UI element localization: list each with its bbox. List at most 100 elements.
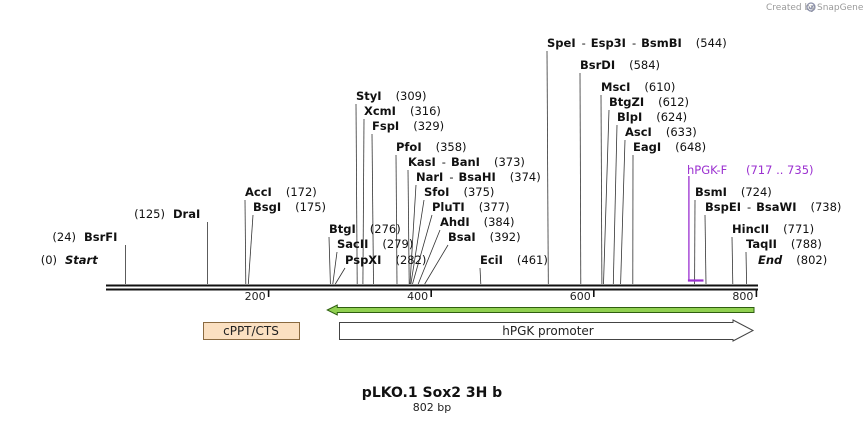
site-label-text: TaqII (788) <box>746 237 822 251</box>
site-bsmi[interactable]: BsmI (724) <box>695 185 772 199</box>
site-separator: - <box>442 155 446 169</box>
site-taqii[interactable]: TaqII (788) <box>746 237 822 251</box>
site-name: DraI <box>173 207 200 221</box>
primer-hpgk-f[interactable]: hPGK-F (717 .. 735) <box>687 163 814 282</box>
site-btgi[interactable]: BtgI (276) <box>329 222 401 236</box>
site-start[interactable]: (0) Start <box>41 253 99 267</box>
site-line-msci <box>600 94 603 285</box>
site-position: (724) <box>741 185 772 199</box>
site-position: (374) <box>510 170 541 184</box>
site-hincii[interactable]: HincII (771) <box>732 222 814 236</box>
tick-label: 200 <box>245 290 266 303</box>
site-position: (633) <box>666 125 697 139</box>
site-msci[interactable]: MscI (610) <box>601 80 675 94</box>
primer-name: hPGK-F <box>687 163 727 177</box>
site-label-text: AhdI (384) <box>440 215 515 229</box>
credit-brand: SnapGene <box>817 3 864 13</box>
site-position: (375) <box>463 185 494 199</box>
site-position: (612) <box>658 95 689 109</box>
site-name: SacII <box>337 237 368 251</box>
site-eagi[interactable]: EagI (648) <box>633 140 706 154</box>
site-position: (125) <box>134 207 165 221</box>
site-name: StyI <box>356 89 382 103</box>
site-kasi[interactable]: KasI - BanI (373) <box>408 155 525 169</box>
site-name: BtgI <box>329 222 356 236</box>
site-blpi[interactable]: BlpI (624) <box>617 110 687 124</box>
site-ahdi[interactable]: AhdI (384) <box>440 215 515 229</box>
site-line-ahdi <box>417 229 441 285</box>
map-length: 802 bp <box>413 401 451 414</box>
site-position: (384) <box>484 215 515 229</box>
site-line-taqii <box>745 251 747 285</box>
site-pfoi[interactable]: PfoI (358) <box>396 140 467 154</box>
site-line-pspxi <box>334 267 346 285</box>
site-line-hincii <box>731 236 734 285</box>
site-name: NarI <box>416 170 443 184</box>
site-line-bsrdi <box>579 72 582 285</box>
site-bsai[interactable]: BsaI (392) <box>448 230 521 244</box>
site-line-bsgi <box>247 214 254 285</box>
site-position: (279) <box>382 237 413 251</box>
feature-box <box>203 322 300 340</box>
site-name: PfoI <box>396 140 422 154</box>
site-line-pluti <box>412 214 433 285</box>
site-styi[interactable]: StyI (309) <box>356 89 427 103</box>
site-name: FspI <box>372 119 399 133</box>
site-position: (175) <box>295 200 326 214</box>
orf-arrow[interactable] <box>326 304 755 316</box>
site-ecii[interactable]: EciI (461) <box>480 253 548 267</box>
site-fspi[interactable]: FspI (329) <box>372 119 444 133</box>
site-line-sfoi <box>410 199 425 285</box>
site-bspei[interactable]: BspEI - BsaWI (738) <box>705 200 841 214</box>
site-label-text: AscI (633) <box>625 125 697 139</box>
site-position: (461) <box>517 253 548 267</box>
site-label-text: BtgZI (612) <box>609 95 689 109</box>
feature-hpgk-promoter[interactable]: hPGK promoter <box>339 319 755 342</box>
site-position: (377) <box>479 200 510 214</box>
site-spei[interactable]: SpeI - Esp3I - BsmBI (544) <box>547 36 727 50</box>
site-nari[interactable]: NarI - BsaHI (374) <box>416 170 541 184</box>
site-label-text: BspEI - BsaWI (738) <box>705 200 841 214</box>
site-position: (309) <box>396 89 427 103</box>
site-xcmi[interactable]: XcmI (316) <box>364 104 441 118</box>
site-sfoi[interactable]: SfoI (375) <box>424 185 494 199</box>
site-bsgi[interactable]: BsgI (175) <box>253 200 326 214</box>
site-position: (24) <box>52 230 76 244</box>
site-bsrdi[interactable]: BsrDI (584) <box>580 58 660 72</box>
site-bsrfi[interactable]: (24) BsrFI <box>52 230 117 244</box>
site-separator: - <box>632 36 636 50</box>
snapgene-credit[interactable]: Created by SnapGene <box>766 2 864 13</box>
site-position: (584) <box>629 58 660 72</box>
site-name: BtgZI <box>609 95 644 109</box>
site-name: BspEI <box>705 200 741 214</box>
site-position: (738) <box>810 200 841 214</box>
site-label-text: HincII (771) <box>732 222 814 236</box>
site-drai[interactable]: (125) DraI <box>134 207 200 221</box>
site-sacii[interactable]: SacII (279) <box>337 237 413 251</box>
site-end[interactable]: End (802) <box>758 253 827 267</box>
site-isoschizomer: BsaWI <box>756 200 796 214</box>
site-label-text: StyI (309) <box>356 89 427 103</box>
feature-cppt-cts[interactable]: cPPT/CTS <box>203 322 300 340</box>
site-position: (610) <box>644 80 675 94</box>
site-line-blpi <box>612 124 618 285</box>
site-position: (358) <box>436 140 467 154</box>
site-isoschizomer: Esp3I <box>591 36 626 50</box>
site-acci[interactable]: AccI (172) <box>245 185 317 199</box>
site-separator: - <box>449 170 453 184</box>
site-line-styi <box>355 103 358 285</box>
site-position: (373) <box>494 155 525 169</box>
site-btgzi[interactable]: BtgZI (612) <box>609 95 689 109</box>
site-line-spei <box>546 50 549 285</box>
site-position: (544) <box>696 36 727 50</box>
site-asci[interactable]: AscI (633) <box>625 125 697 139</box>
site-position: (316) <box>410 104 441 118</box>
site-line-btgzi <box>603 109 610 285</box>
site-position: (802) <box>796 253 827 267</box>
site-line-sacii <box>332 251 338 285</box>
site-pluti[interactable]: PluTI (377) <box>432 200 510 214</box>
credit-text: Created by <box>766 3 816 13</box>
primer-range: (717 .. 735) <box>746 163 814 177</box>
site-pspxi[interactable]: PspXI (282) <box>345 253 426 267</box>
